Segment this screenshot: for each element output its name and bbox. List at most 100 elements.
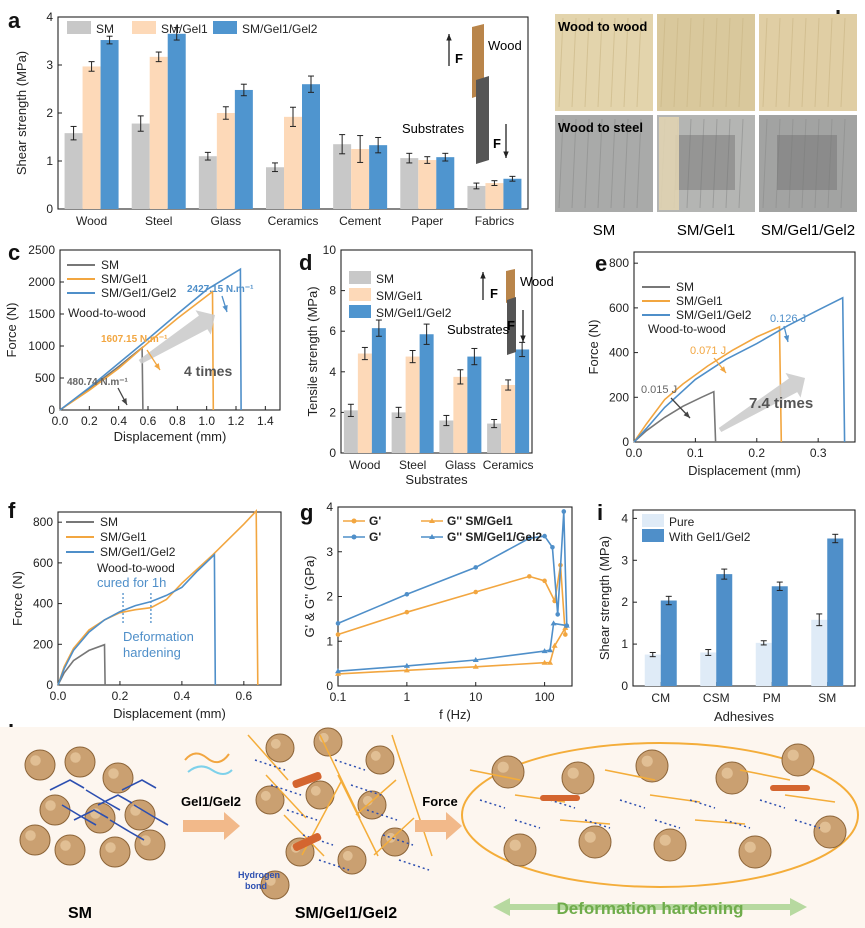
panel-e-gel2-pointer-head xyxy=(783,335,790,342)
panel-e-xtick-label: 0.3 xyxy=(810,446,827,460)
panel-f-hardening-label-1: Deformation xyxy=(123,629,194,644)
panel-h-sm-particle xyxy=(24,749,56,781)
panel-h-sm-particle-highlight xyxy=(70,752,81,763)
panel-h-sm-particle xyxy=(99,836,131,868)
panel-h-gel-particle-highlight xyxy=(318,732,329,743)
panel-a-ylabel: Shear strength (MPa) xyxy=(14,51,29,175)
panel-e-legend-label: SM/Gel1/Gel2 xyxy=(676,308,752,322)
panel-d-bar xyxy=(467,356,482,453)
panel-b-texture xyxy=(827,118,833,209)
panel-b-photo xyxy=(555,115,653,212)
panel-b-texture xyxy=(712,17,718,108)
panel-b-col-label: SM/Gel1 xyxy=(677,222,735,239)
panel-a-legend-label: SM/Gel1/Gel2 xyxy=(242,22,318,36)
panel-i-ytick-label: 3 xyxy=(621,553,628,567)
panel-a-ytick-label: 4 xyxy=(46,10,53,24)
panel-c-series-line xyxy=(59,267,242,411)
panel-a-bar xyxy=(284,116,302,209)
panel-g-xtick-label: 10 xyxy=(469,690,483,704)
panel-e-condition: Wood-to-wood xyxy=(648,322,726,336)
panel-h-coil-2 xyxy=(292,833,322,851)
panel-a-category-label: Fabrics xyxy=(475,214,514,228)
panel-e-energy-label-sm: 0.015 J xyxy=(641,384,677,396)
panel-f-xtick-label: 0.2 xyxy=(112,689,129,703)
panel-c-xlabel: Displacement (mm) xyxy=(114,429,227,444)
panel-c-legend-label: SM xyxy=(101,258,119,272)
panel-c-axes-frame xyxy=(59,249,281,411)
panel-f-ytick-label: 0 xyxy=(46,678,53,692)
panel-g-marker xyxy=(335,670,341,676)
panel-h-stretched-particle-highlight xyxy=(509,839,521,851)
panel-h-force-label: Force xyxy=(422,794,457,809)
panel-g-series-line xyxy=(337,627,566,675)
panel-f-ytick-label: 400 xyxy=(33,597,53,611)
panel-h-sm-label: SM xyxy=(68,905,92,922)
panel-i-category-label: CM xyxy=(651,691,670,705)
panel-b-texture xyxy=(636,118,642,209)
panel-c-legend-label: SM/Gel1/Gel2 xyxy=(101,286,177,300)
panel-e-label: e xyxy=(595,251,607,276)
panel-g-marker xyxy=(555,612,561,617)
panel-h-gel-arrow xyxy=(183,812,240,840)
panel-d-category-label: Steel xyxy=(399,458,426,472)
panel-a-category-label: Ceramics xyxy=(268,214,319,228)
panel-d-bar xyxy=(501,384,516,453)
panel-g-marker xyxy=(563,622,570,628)
panel-e-xtick-label: 0.0 xyxy=(626,446,643,460)
panel-c-gel2-pointer-head xyxy=(222,305,228,312)
panel-h-stretched-fiber xyxy=(694,819,746,825)
panel-c-ytick-label: 2500 xyxy=(28,243,55,257)
panel-h-sm-chain xyxy=(109,819,145,841)
panel-b-row-label: Wood to steel xyxy=(558,120,643,135)
panel-h-sm-particle-highlight xyxy=(140,835,151,846)
panel-b-texture xyxy=(788,118,794,209)
panel-h-network-fiber xyxy=(319,734,361,819)
panel-h-sm-particle-highlight xyxy=(105,842,116,853)
panel-b-texture xyxy=(801,118,807,209)
panel-f-legend-label: SM/Gel1/Gel2 xyxy=(100,545,176,559)
panel-h-sm-chain xyxy=(85,789,121,811)
panel-g-legend-label: G' xyxy=(369,514,381,528)
panel-f-ytick-label: 200 xyxy=(33,637,53,651)
panel-d-wood-block xyxy=(506,269,515,303)
panel-e-legend-label: SM/Gel1 xyxy=(676,294,723,308)
panel-c-condition: Wood-to-wood xyxy=(68,306,146,320)
panel-c-xtick-label: 1.0 xyxy=(198,414,215,428)
panel-d-category-label: Ceramics xyxy=(483,458,534,472)
panel-a-category-label: Steel xyxy=(145,214,172,228)
panel-e-series-line xyxy=(633,390,717,443)
panel-a-label: a xyxy=(8,8,21,33)
panel-b-texture xyxy=(660,17,666,108)
panel-f-legend-label: SM/Gel1 xyxy=(100,530,147,544)
panel-d-force-arrow-up-head xyxy=(480,272,486,279)
panel-b-texture xyxy=(725,17,731,108)
panel-a-bar xyxy=(198,156,217,209)
panel-c-xtick-label: 0.2 xyxy=(81,414,98,428)
panel-c-xtick-label: 1.4 xyxy=(257,414,274,428)
panel-h-gel-fiber xyxy=(184,752,230,764)
panel-g-marker xyxy=(527,574,532,579)
panel-h-network-fiber xyxy=(391,734,433,857)
panel-f-hardening-label-2: hardening xyxy=(123,645,181,660)
panel-g-marker xyxy=(403,667,410,673)
panel-h-coil xyxy=(292,771,322,789)
panel-g-marker xyxy=(542,578,547,584)
panel-b-col-label: SM xyxy=(593,222,616,239)
panel-i-category-label: PM xyxy=(763,691,781,705)
panel-e-ytick-label: 600 xyxy=(609,301,629,315)
panel-h-gel-label: Gel1/Gel2 xyxy=(181,794,241,809)
panel-f-axes-frame xyxy=(57,511,282,686)
panel-f-ytick-label: 800 xyxy=(33,515,53,529)
panel-i-bar xyxy=(811,619,828,686)
panel-a-bar xyxy=(485,183,504,209)
panel-d-legend-swatch xyxy=(349,288,371,301)
panel-d-legend-label: SM/Gel1/Gel2 xyxy=(376,306,452,320)
panel-f-legend-label: SM xyxy=(100,515,118,529)
panel-c-fold-label: 4 times xyxy=(184,363,232,379)
panel-b-texture xyxy=(762,17,768,108)
panel-h-hydrogen-bond xyxy=(334,759,366,771)
panel-h-hydrogen-bond xyxy=(270,784,302,796)
panel-g-marker xyxy=(473,565,479,570)
panel-g-marker xyxy=(550,620,557,626)
panel-a-wood-label: Wood xyxy=(488,38,522,53)
